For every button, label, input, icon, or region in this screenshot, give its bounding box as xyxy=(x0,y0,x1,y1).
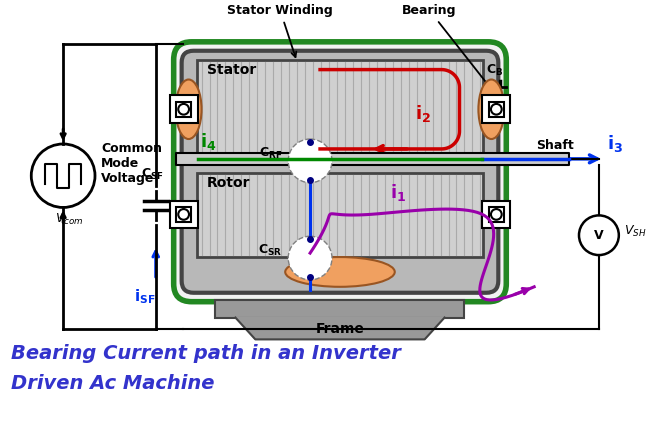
Circle shape xyxy=(288,236,332,280)
FancyBboxPatch shape xyxy=(174,42,507,302)
Text: $\mathbf{i_{SF}}$: $\mathbf{i_{SF}}$ xyxy=(134,288,155,306)
Bar xyxy=(176,102,192,117)
Bar xyxy=(170,201,198,228)
Text: Stator Winding: Stator Winding xyxy=(227,4,333,57)
Text: $\mathbf{C_{RF}}$: $\mathbf{C_{RF}}$ xyxy=(259,146,282,161)
Text: Frame: Frame xyxy=(316,322,364,336)
Ellipse shape xyxy=(478,79,505,139)
Text: $V_{com}$: $V_{com}$ xyxy=(55,212,84,227)
Text: Driven Ac Machine: Driven Ac Machine xyxy=(11,374,215,393)
Bar xyxy=(488,102,504,117)
Bar xyxy=(196,60,483,159)
Polygon shape xyxy=(235,318,444,339)
Text: V: V xyxy=(594,229,604,242)
Text: $\mathbf{i_3}$: $\mathbf{i_3}$ xyxy=(607,133,623,154)
Text: $\mathbf{C_{SR}}$: $\mathbf{C_{SR}}$ xyxy=(258,243,282,258)
Text: $\mathbf{C_B}$: $\mathbf{C_B}$ xyxy=(486,62,504,78)
Text: Stator: Stator xyxy=(206,62,256,76)
FancyBboxPatch shape xyxy=(182,51,498,293)
Circle shape xyxy=(288,139,332,183)
Bar xyxy=(176,207,192,222)
Bar xyxy=(482,95,511,123)
Bar xyxy=(216,300,464,318)
Text: $\mathbf{C_{SF}}$: $\mathbf{C_{SF}}$ xyxy=(141,167,164,182)
Text: Bearing: Bearing xyxy=(403,4,493,92)
Text: $\mathbf{i_2}$: $\mathbf{i_2}$ xyxy=(415,103,431,124)
Text: $\mathbf{i_4}$: $\mathbf{i_4}$ xyxy=(200,131,216,152)
Bar xyxy=(170,95,198,123)
Bar xyxy=(488,207,504,222)
Text: Rotor: Rotor xyxy=(206,176,250,190)
Text: Bearing Current path in an Inverter: Bearing Current path in an Inverter xyxy=(11,344,401,363)
Text: Common
Mode
Voltage: Common Mode Voltage xyxy=(101,142,162,185)
Ellipse shape xyxy=(285,257,395,287)
Ellipse shape xyxy=(176,79,202,139)
Text: $\mathbf{i_1}$: $\mathbf{i_1}$ xyxy=(390,181,406,203)
Text: Shaft: Shaft xyxy=(536,139,574,152)
Bar xyxy=(482,201,511,228)
Text: $V_{SH}$: $V_{SH}$ xyxy=(624,224,647,239)
Bar xyxy=(196,173,483,257)
